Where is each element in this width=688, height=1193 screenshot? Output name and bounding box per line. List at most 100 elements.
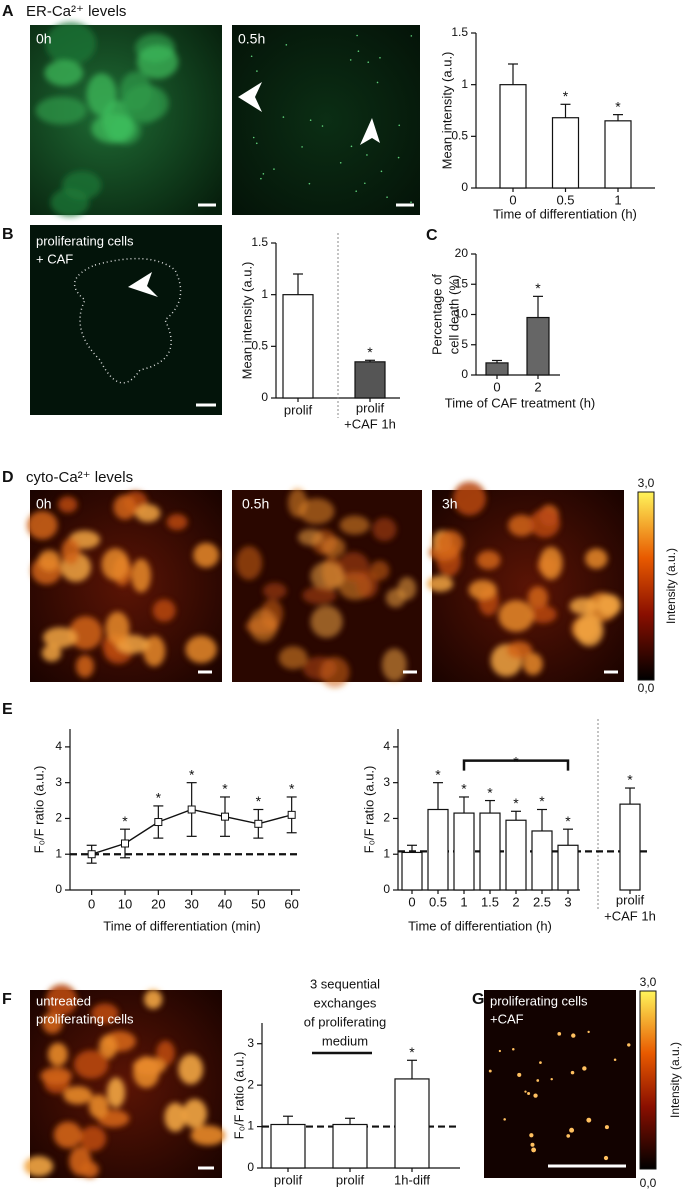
y-tick-label: 4 [383,739,390,753]
arrowhead [360,118,380,145]
spot [533,1093,538,1098]
cell [302,586,337,605]
x-axis-label: Time of differentiation (h) [493,206,637,221]
cell [166,514,188,531]
bar [526,316,550,376]
point [154,818,163,827]
cell [113,494,137,520]
spot [603,1155,609,1161]
colorbar-label: Intensity (a.u.) [668,1042,682,1118]
spot [252,136,255,139]
x-tick-label: 20 [151,896,165,911]
cell [539,546,563,580]
spot [536,1079,540,1082]
micrograph [30,225,222,415]
cell [44,60,84,86]
cell [26,510,58,540]
x-axis-label: Time of differentiation (min) [103,918,261,933]
image-label: +CAF [490,1011,524,1026]
spot [386,196,388,198]
cell [356,570,379,599]
spot [410,35,413,37]
bracket [462,759,570,771]
cell [24,1156,54,1177]
spot [410,201,412,204]
significance-marker: * [222,781,228,797]
y-tick-label: 0 [383,882,390,896]
cell [372,517,397,542]
spot [282,116,285,118]
cell [476,550,501,570]
bracket-label: * [513,753,519,769]
micrograph [484,990,636,1178]
spot [380,170,383,173]
spot [524,1090,527,1093]
cell [40,1067,72,1085]
bar [531,830,553,891]
cell [385,588,406,608]
bar [604,120,632,189]
cell [426,575,454,592]
cell [57,496,78,513]
panel-title: ER-Ca²⁺ levels [26,3,126,20]
y-tick-label: 1 [383,846,390,860]
point [121,839,129,848]
spot [260,177,262,180]
cell [156,1040,175,1066]
y-tick-label: 2 [247,1077,254,1091]
cell [61,538,81,565]
cell [310,605,343,638]
x-tick-label: 1 [614,192,621,207]
y-tick-label: 1.5 [451,25,468,39]
significance-marker: * [461,781,467,797]
panel-label: E [2,701,13,718]
cell [339,515,370,535]
x-tick-label: prolif [284,402,313,417]
cell [63,1086,93,1105]
cell [178,1054,204,1085]
spot [309,119,312,122]
bar [427,808,449,891]
micrograph [232,25,420,215]
significance-marker: * [289,781,295,797]
significance-marker: * [513,795,519,811]
spot [569,1127,575,1133]
point [187,805,196,814]
significance-marker: * [535,280,541,296]
cell [45,21,97,66]
spot [566,1134,571,1138]
x-tick-label: 60 [284,896,298,911]
bar [499,84,527,189]
y-tick-label: 1 [261,287,268,301]
spot [285,44,288,46]
image-label: proliferating cells [490,993,588,1008]
image-label: 0.5h [242,496,269,512]
cell [193,542,220,568]
spot [587,1030,590,1034]
y-tick-label: 5 [461,337,468,351]
cell [297,528,323,546]
cell [506,641,533,659]
annotation: medium [322,1033,368,1048]
bar [557,844,579,891]
x-tick-label: 0.5 [556,192,574,207]
cell [320,656,350,688]
panel-label: B [2,226,14,243]
x-tick-label: prolif [356,400,385,415]
cell [508,514,535,537]
spot [301,146,303,148]
cell [235,546,263,580]
spot [398,124,401,127]
cell [38,549,61,572]
cell [152,599,176,622]
image-label: proliferating cells [36,1011,134,1026]
spot [376,81,379,84]
colorbar-max: 3,0 [638,476,655,490]
cell [62,170,102,200]
panel-label: D [2,469,14,486]
bar [479,812,501,891]
cell [86,73,117,116]
significance-marker: * [256,793,262,809]
significance-marker: * [189,766,195,782]
y-tick-label: 3 [247,1036,254,1050]
